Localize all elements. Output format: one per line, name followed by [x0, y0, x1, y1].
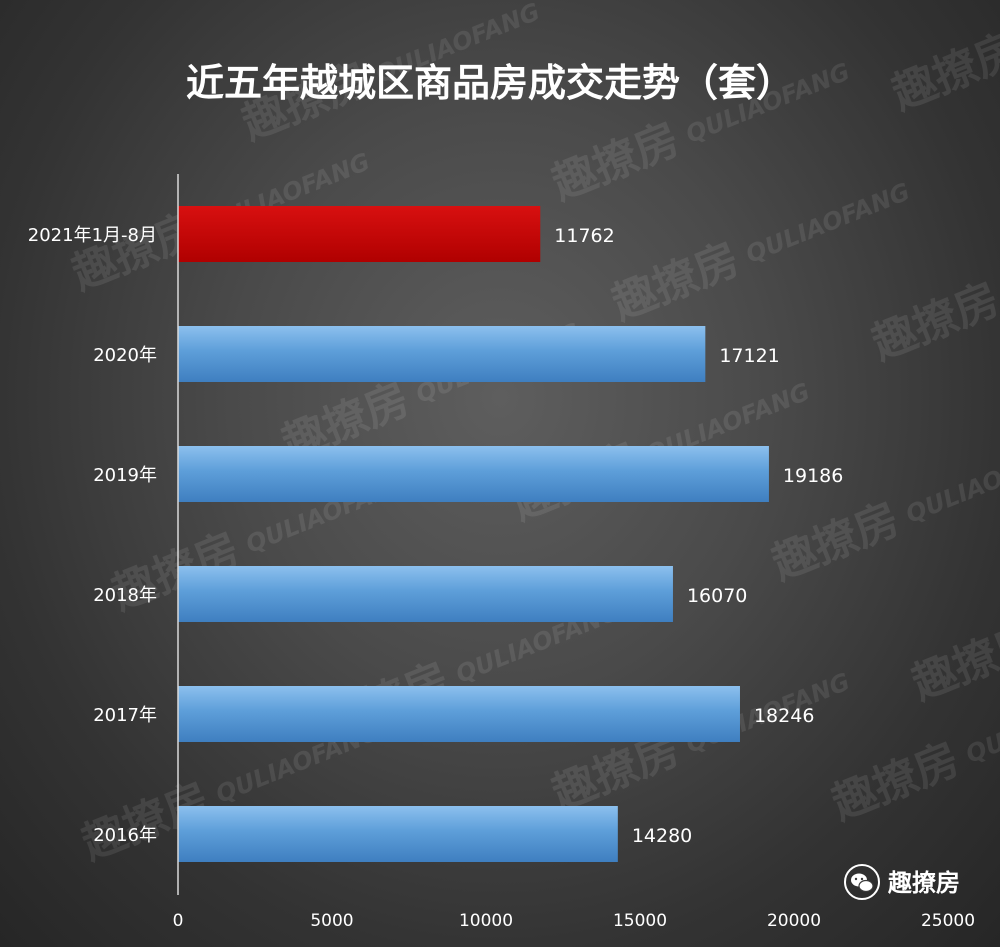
watermark-cn: 趣撩房: [825, 733, 966, 830]
category-label: 2018年: [93, 585, 157, 606]
watermark-en: QULIAOFANG: [902, 438, 1000, 529]
value-label: 19186: [783, 465, 843, 487]
bar: [178, 806, 618, 862]
category-labels: 2021年1月-8月 2020年 2019年 2018年 2017年 2016年: [28, 225, 157, 846]
x-axis-ticks: 0 5000 10000 15000 20000 25000: [173, 911, 975, 931]
category-label: 2021年1月-8月: [28, 225, 157, 246]
wechat-icon: [844, 864, 880, 900]
watermark-en: QULIAOFANG: [742, 178, 914, 269]
bar: [178, 686, 740, 742]
x-tick-label: 10000: [459, 911, 513, 931]
watermark-cn: 趣撩房: [885, 23, 1000, 120]
x-tick-label: 0: [173, 911, 184, 931]
watermark-cn: 趣撩房: [545, 113, 686, 210]
watermark-cn: 趣撩房: [765, 493, 906, 590]
x-tick-label: 15000: [613, 911, 667, 931]
watermark-cn: 趣撩房: [605, 233, 746, 330]
bar-series: [178, 206, 769, 862]
bar: [178, 326, 706, 382]
x-tick-label: 25000: [921, 911, 975, 931]
category-label: 2019年: [93, 465, 157, 486]
bar: [178, 446, 769, 502]
category-label: 2016年: [93, 825, 157, 846]
value-label: 17121: [719, 345, 779, 367]
value-label: 18246: [754, 705, 814, 727]
brand-badge: 趣撩房: [844, 864, 960, 900]
bar: [178, 566, 673, 622]
brand-label: 趣撩房: [887, 869, 960, 897]
bar: [178, 206, 541, 262]
value-labels: 11762 17121 19186 16070 18246 14280: [554, 225, 843, 847]
value-label: 16070: [687, 585, 747, 607]
category-label: 2017年: [93, 705, 157, 726]
x-tick-label: 20000: [767, 911, 821, 931]
watermark-cn: 趣撩房: [865, 273, 1000, 370]
x-tick-label: 5000: [310, 911, 353, 931]
value-label: 11762: [554, 225, 614, 247]
category-label: 2020年: [93, 345, 157, 366]
value-label: 14280: [632, 825, 692, 847]
chart-title: 近五年越城区商品房成交走势（套）: [186, 61, 794, 105]
watermark-cn: 趣撩房: [905, 613, 1000, 710]
